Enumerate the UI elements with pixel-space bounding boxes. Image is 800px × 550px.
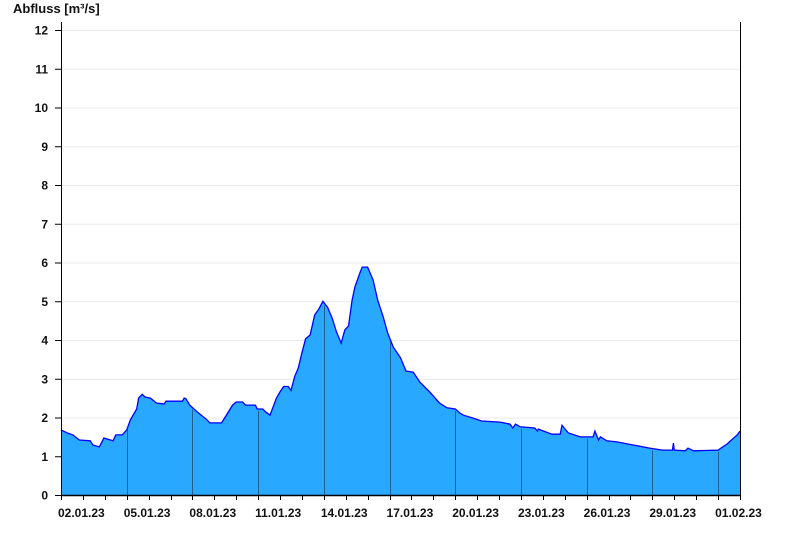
x-tick-label: 05.01.23 — [124, 506, 171, 520]
y-tick-label: 10 — [35, 101, 49, 115]
y-tick-label: 6 — [41, 256, 48, 270]
x-tick-label: 23.01.23 — [518, 506, 565, 520]
x-tick-label: 11.01.23 — [255, 506, 301, 520]
x-tick-label: 14.01.23 — [321, 506, 368, 520]
y-tick-label: 12 — [35, 24, 49, 38]
x-tick-label: 02.01.23 — [58, 506, 105, 520]
x-tick-label: 29.01.23 — [649, 506, 696, 520]
y-tick-label: 8 — [41, 179, 48, 193]
y-tick-label: 5 — [41, 295, 48, 309]
x-tick-label: 01.02.23 — [715, 506, 762, 520]
y-tick-label: 9 — [41, 140, 48, 154]
y-tick-label: 3 — [41, 372, 48, 386]
y-tick-label: 11 — [35, 62, 48, 76]
y-tick-label: 7 — [41, 217, 48, 231]
discharge-area — [61, 267, 740, 495]
y-tick-label: 0 — [41, 489, 48, 503]
discharge-line — [60, 266, 741, 452]
y-tick-label: 4 — [41, 334, 48, 348]
y-axis-label: Abfluss [m³/s] — [13, 1, 100, 16]
y-tick-label: 2 — [41, 411, 48, 425]
x-tick-label: 26.01.23 — [584, 506, 631, 520]
x-tick-label: 08.01.23 — [189, 506, 236, 520]
x-tick-label: 17.01.23 — [387, 506, 434, 520]
y-tick-label: 1 — [41, 450, 48, 464]
x-tick-label: 20.01.23 — [452, 506, 499, 520]
